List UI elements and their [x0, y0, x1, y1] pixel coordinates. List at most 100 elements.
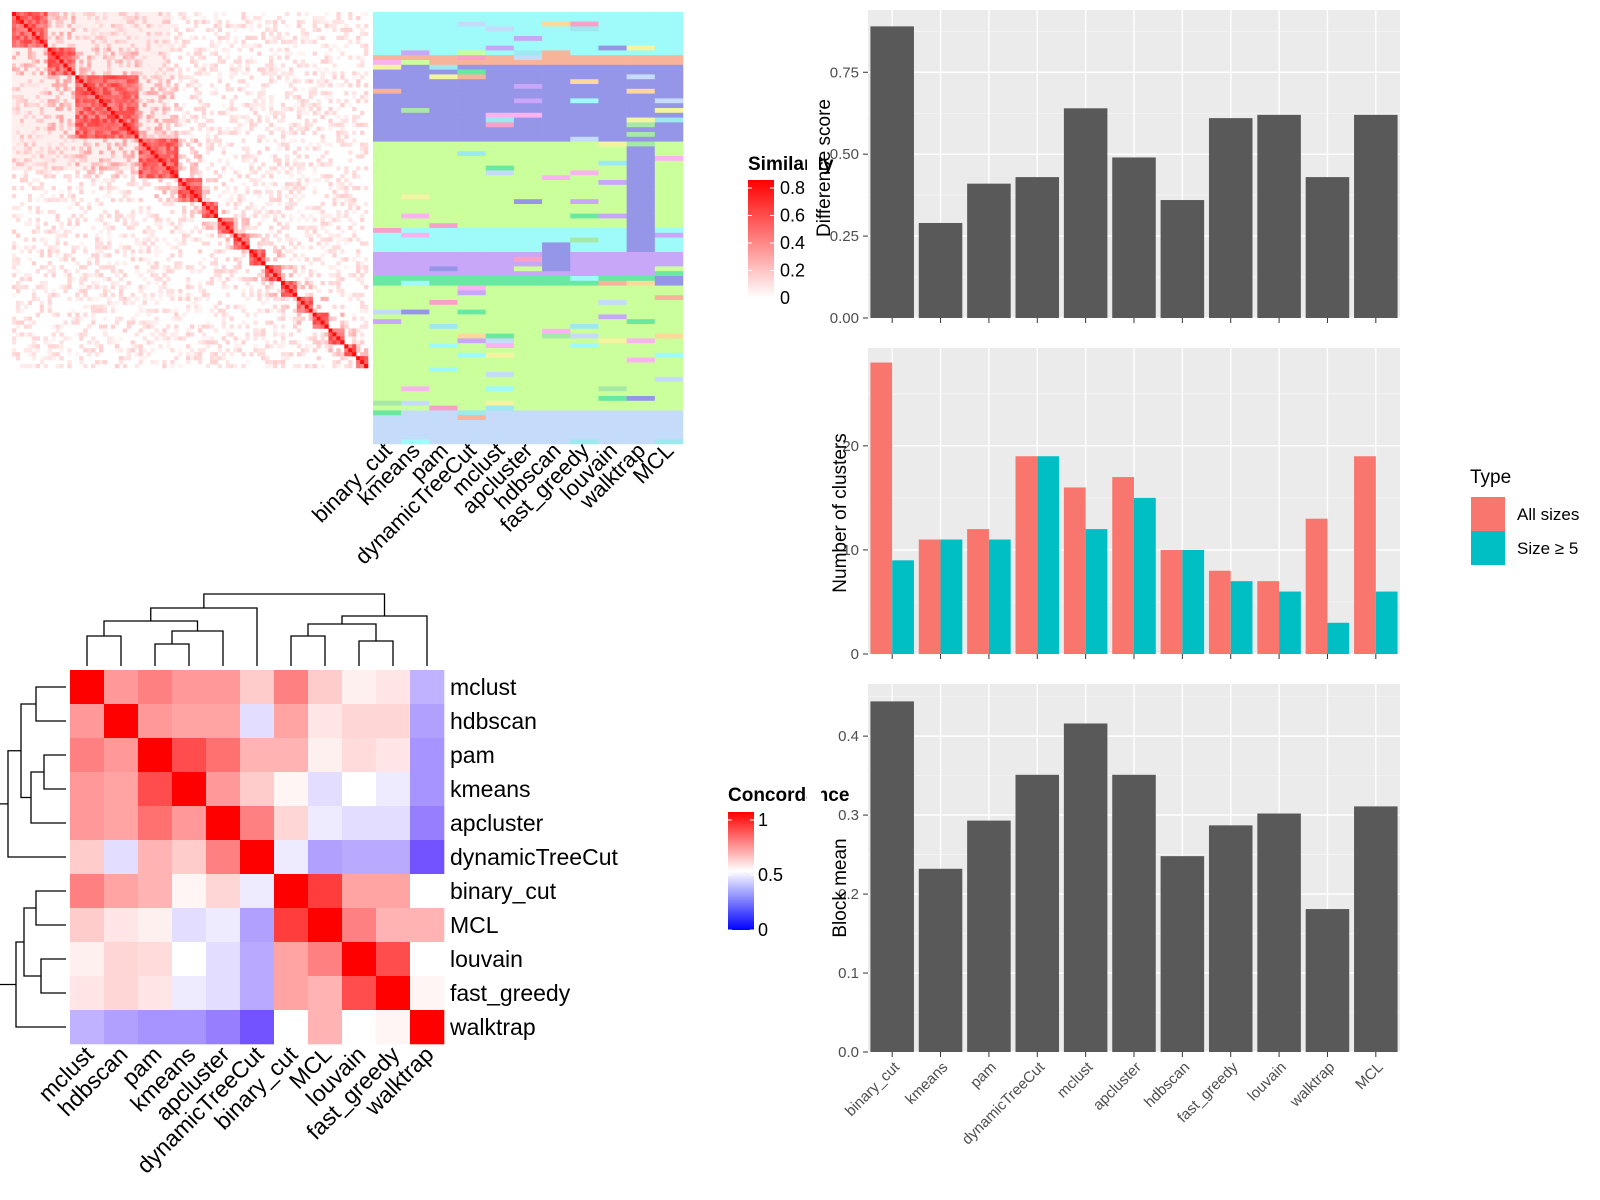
- similarity-cell: [47, 150, 52, 155]
- similarity-cell: [55, 150, 60, 155]
- assignment-cell: [401, 165, 430, 171]
- similarity-cell: [166, 122, 171, 128]
- similarity-cell: [12, 91, 17, 96]
- similarity-cell: [99, 284, 104, 290]
- assignment-cell: [542, 74, 571, 80]
- similarity-cell: [344, 114, 349, 120]
- similarity-cell: [63, 197, 68, 203]
- similarity-cell: [134, 134, 139, 139]
- assignment-cell: [429, 160, 458, 166]
- assignment-cell: [401, 60, 430, 66]
- similarity-cell: [245, 237, 250, 242]
- similarity-cell: [134, 51, 139, 56]
- similarity-cell: [91, 71, 96, 76]
- similarity-cell: [197, 158, 203, 163]
- similarity-cell: [150, 35, 155, 40]
- similarity-cell: [292, 87, 298, 92]
- similarity-cell: [257, 150, 262, 155]
- similarity-cell: [245, 296, 250, 302]
- similarity-cell: [213, 19, 218, 25]
- similarity-cell: [300, 174, 306, 179]
- assignment-cell: [570, 256, 599, 262]
- similarity-cell: [138, 356, 143, 361]
- similarity-cell: [130, 59, 135, 64]
- similarity-cell: [95, 296, 100, 302]
- assignment-cell: [542, 55, 571, 61]
- similarity-cell: [170, 360, 175, 365]
- similarity-cell: [106, 114, 112, 120]
- similarity-cell: [154, 87, 159, 92]
- similarity-cell: [320, 59, 325, 64]
- similarity-cell: [118, 348, 124, 353]
- assignment-cell: [373, 208, 402, 214]
- similarity-cell: [71, 257, 76, 262]
- similarity-cell: [43, 106, 48, 112]
- similarity-cell: [265, 39, 270, 44]
- assignment-cell: [401, 199, 430, 205]
- similarity-cell: [35, 150, 40, 155]
- similarity-cell: [190, 300, 195, 306]
- similarity-cell: [170, 221, 175, 226]
- similarity-cell: [257, 273, 262, 278]
- similarity-cell: [122, 166, 128, 171]
- similarity-cell: [118, 23, 124, 29]
- similarity-cell: [75, 31, 80, 37]
- similarity-cell: [205, 190, 211, 195]
- similarity-cell: [142, 257, 147, 262]
- similarity-cell: [87, 348, 92, 353]
- assignment-cell: [570, 16, 599, 22]
- similarity-cell: [174, 154, 179, 159]
- similarity-cell: [83, 95, 88, 100]
- similarity-cell: [296, 154, 302, 159]
- similarity-cell: [332, 27, 337, 33]
- similarity-cell: [91, 19, 96, 25]
- similarity-cell: [102, 67, 108, 72]
- assignment-cell: [485, 420, 515, 426]
- similarity-cell: [23, 83, 29, 88]
- similarity-cell: [324, 312, 329, 317]
- assignment-cell: [598, 122, 627, 128]
- assignment-cell: [373, 160, 402, 166]
- similarity-cell: [134, 12, 139, 17]
- similarity-cell: [67, 193, 72, 199]
- similarity-cell: [110, 225, 116, 230]
- similarity-cell: [356, 63, 361, 68]
- similarity-cell: [316, 316, 321, 321]
- assignment-cell: [457, 338, 487, 344]
- similarity-cell: [186, 292, 191, 298]
- similarity-cell: [99, 114, 104, 120]
- similarity-cell: [348, 201, 353, 207]
- similarity-cell: [261, 99, 266, 104]
- assignment-cell: [542, 290, 571, 296]
- similarity-cell: [35, 55, 40, 60]
- similarity-cell: [186, 39, 191, 44]
- similarity-cell: [59, 31, 64, 37]
- similarity-cell: [27, 142, 33, 147]
- similarity-cell: [39, 95, 44, 100]
- similarity-cell: [71, 91, 76, 96]
- similarity-cell: [296, 99, 302, 104]
- similarity-cell: [150, 241, 155, 246]
- similarity-cell: [110, 43, 116, 48]
- similarity-cell: [265, 67, 270, 72]
- similarity-cell: [205, 324, 211, 329]
- similarity-cell: [63, 118, 68, 124]
- similarity-cell: [336, 83, 341, 88]
- similarity-cell: [99, 150, 104, 155]
- similarity-cell: [118, 130, 124, 135]
- similarity-cell: [344, 130, 349, 135]
- similarity-cell: [217, 23, 222, 29]
- similarity-cell: [257, 292, 262, 298]
- assignment-cell: [373, 84, 402, 90]
- similarity-cell: [75, 296, 80, 302]
- similarity-cell: [122, 364, 128, 369]
- similarity-cell: [209, 233, 215, 238]
- similarity-cell: [261, 352, 266, 357]
- similarity-cell: [59, 166, 64, 171]
- similarity-cell: [300, 35, 306, 40]
- similarity-cell: [257, 102, 262, 108]
- similarity-cell: [47, 59, 52, 64]
- similarity-cell: [273, 51, 278, 56]
- similarity-cell: [142, 91, 147, 96]
- similarity-cell: [146, 237, 151, 242]
